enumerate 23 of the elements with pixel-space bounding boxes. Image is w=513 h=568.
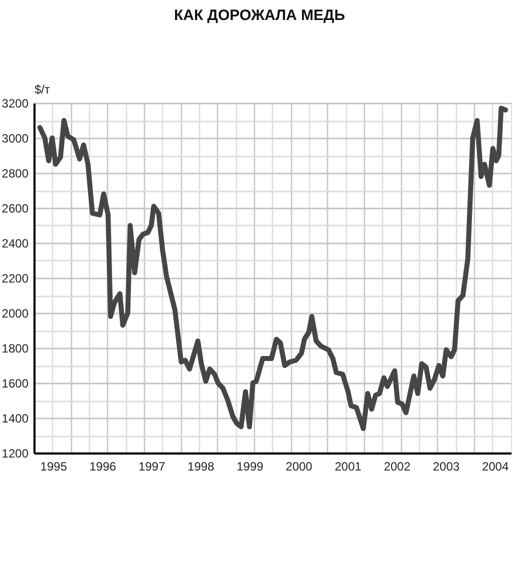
y-tick-label: 1400	[2, 412, 29, 426]
y-tick-label: 3200	[2, 96, 29, 110]
x-tick-label: 2002	[384, 460, 411, 474]
x-tick-label: 2004	[482, 460, 509, 474]
y-tick-label: 2200	[2, 272, 29, 286]
y-tick-label: 2800	[2, 166, 29, 180]
x-tick-label: 2001	[334, 460, 362, 474]
x-tick-label: 2003	[432, 460, 460, 474]
y-tick-label: 3000	[2, 132, 29, 146]
x-tick-label: 1999	[236, 460, 264, 474]
y-axis-title: $/т	[34, 82, 51, 96]
y-tick-label: 2400	[2, 236, 29, 250]
x-tick-label: 1997	[138, 460, 166, 474]
x-tick-label: 1996	[89, 460, 116, 474]
x-tick-label: 1998	[188, 460, 215, 474]
y-tick-label: 1600	[2, 376, 29, 390]
x-tick-label: 2000	[286, 460, 313, 474]
y-tick-label: 2000	[2, 306, 29, 320]
x-tick-label: 1995	[40, 460, 68, 474]
y-tick-label: 1800	[2, 342, 29, 356]
y-tick-label: 1200	[2, 446, 29, 460]
y-tick-label: 2600	[2, 202, 29, 216]
chart-title: КАК ДОРОЖАЛА МЕДЬ	[174, 7, 346, 24]
